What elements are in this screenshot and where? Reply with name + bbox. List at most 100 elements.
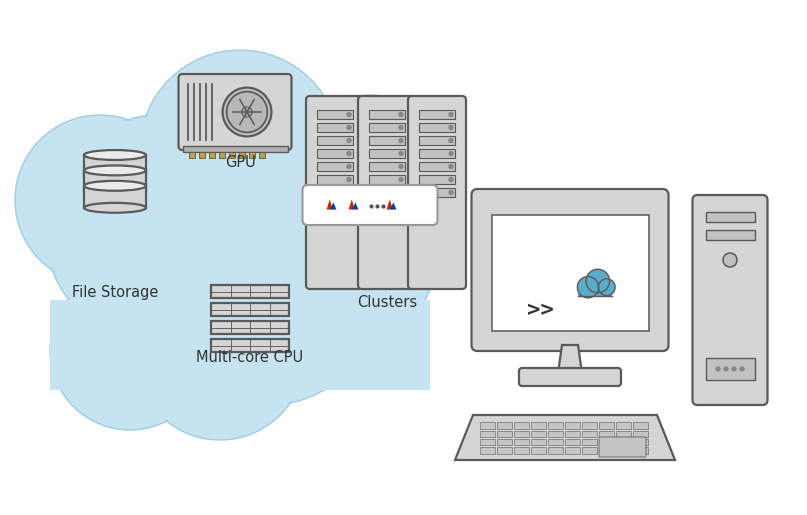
Circle shape	[399, 164, 403, 168]
FancyBboxPatch shape	[419, 162, 455, 171]
FancyBboxPatch shape	[578, 285, 613, 296]
FancyBboxPatch shape	[514, 447, 529, 454]
Circle shape	[50, 270, 210, 430]
FancyBboxPatch shape	[317, 136, 353, 145]
Circle shape	[724, 367, 728, 371]
Circle shape	[598, 279, 615, 296]
Circle shape	[347, 126, 351, 129]
FancyBboxPatch shape	[531, 431, 546, 437]
FancyBboxPatch shape	[84, 186, 146, 208]
FancyBboxPatch shape	[419, 136, 455, 145]
FancyBboxPatch shape	[419, 175, 455, 184]
Polygon shape	[330, 202, 337, 210]
Circle shape	[723, 253, 737, 267]
Ellipse shape	[84, 165, 146, 175]
FancyBboxPatch shape	[369, 110, 405, 119]
FancyBboxPatch shape	[239, 152, 245, 158]
FancyBboxPatch shape	[633, 431, 648, 437]
Circle shape	[47, 116, 274, 344]
Circle shape	[295, 95, 445, 245]
FancyBboxPatch shape	[211, 303, 289, 316]
FancyBboxPatch shape	[531, 422, 546, 429]
FancyBboxPatch shape	[519, 368, 621, 386]
FancyBboxPatch shape	[369, 123, 405, 132]
FancyBboxPatch shape	[531, 447, 546, 454]
FancyBboxPatch shape	[471, 189, 668, 351]
Text: >>: >>	[527, 300, 554, 320]
FancyBboxPatch shape	[258, 152, 265, 158]
FancyBboxPatch shape	[705, 358, 755, 380]
Circle shape	[449, 164, 453, 168]
FancyBboxPatch shape	[600, 439, 613, 445]
Circle shape	[449, 139, 453, 143]
FancyBboxPatch shape	[514, 422, 529, 429]
Polygon shape	[558, 345, 582, 373]
Text: Clusters: Clusters	[357, 295, 417, 310]
Circle shape	[449, 151, 453, 156]
Text: Multi-core CPU: Multi-core CPU	[196, 350, 303, 365]
Text: File Storage: File Storage	[72, 285, 158, 300]
FancyBboxPatch shape	[358, 96, 416, 289]
FancyBboxPatch shape	[317, 149, 353, 158]
Circle shape	[227, 92, 267, 132]
Circle shape	[296, 96, 444, 244]
FancyBboxPatch shape	[480, 439, 495, 445]
Circle shape	[586, 269, 609, 293]
Circle shape	[399, 191, 403, 195]
Circle shape	[265, 175, 435, 345]
FancyBboxPatch shape	[617, 439, 630, 445]
Ellipse shape	[84, 181, 146, 191]
FancyBboxPatch shape	[480, 431, 495, 437]
FancyBboxPatch shape	[583, 422, 596, 429]
FancyBboxPatch shape	[549, 439, 562, 445]
FancyBboxPatch shape	[633, 422, 648, 429]
FancyBboxPatch shape	[317, 110, 353, 119]
Polygon shape	[352, 202, 358, 210]
FancyBboxPatch shape	[497, 447, 512, 454]
FancyBboxPatch shape	[600, 431, 613, 437]
FancyBboxPatch shape	[84, 170, 146, 193]
FancyBboxPatch shape	[178, 74, 291, 150]
FancyBboxPatch shape	[599, 437, 646, 457]
FancyBboxPatch shape	[419, 123, 455, 132]
FancyBboxPatch shape	[583, 431, 596, 437]
Circle shape	[45, 115, 275, 345]
Circle shape	[15, 115, 185, 285]
Circle shape	[136, 271, 303, 438]
Circle shape	[166, 197, 374, 403]
FancyBboxPatch shape	[303, 185, 437, 225]
FancyBboxPatch shape	[189, 152, 194, 158]
FancyBboxPatch shape	[369, 175, 405, 184]
Circle shape	[135, 270, 305, 440]
FancyBboxPatch shape	[566, 447, 579, 454]
Circle shape	[165, 195, 375, 405]
FancyBboxPatch shape	[369, 188, 405, 197]
Circle shape	[577, 277, 599, 298]
Polygon shape	[391, 202, 396, 210]
Circle shape	[449, 126, 453, 129]
Circle shape	[16, 116, 183, 283]
FancyBboxPatch shape	[480, 447, 495, 454]
Circle shape	[70, 210, 270, 410]
Circle shape	[399, 178, 403, 181]
FancyBboxPatch shape	[419, 149, 455, 158]
FancyBboxPatch shape	[549, 431, 562, 437]
FancyBboxPatch shape	[182, 146, 287, 152]
FancyBboxPatch shape	[211, 285, 289, 298]
FancyBboxPatch shape	[600, 422, 613, 429]
FancyBboxPatch shape	[369, 136, 405, 145]
Polygon shape	[455, 415, 675, 460]
FancyBboxPatch shape	[419, 188, 455, 197]
Circle shape	[399, 151, 403, 156]
Circle shape	[223, 88, 271, 136]
FancyBboxPatch shape	[491, 215, 649, 331]
Text: GPU: GPU	[224, 155, 255, 170]
FancyBboxPatch shape	[549, 447, 562, 454]
Circle shape	[399, 112, 403, 116]
FancyBboxPatch shape	[219, 152, 224, 158]
FancyBboxPatch shape	[419, 110, 455, 119]
Circle shape	[220, 110, 400, 290]
FancyBboxPatch shape	[317, 162, 353, 171]
FancyBboxPatch shape	[317, 175, 353, 184]
Circle shape	[347, 139, 351, 143]
